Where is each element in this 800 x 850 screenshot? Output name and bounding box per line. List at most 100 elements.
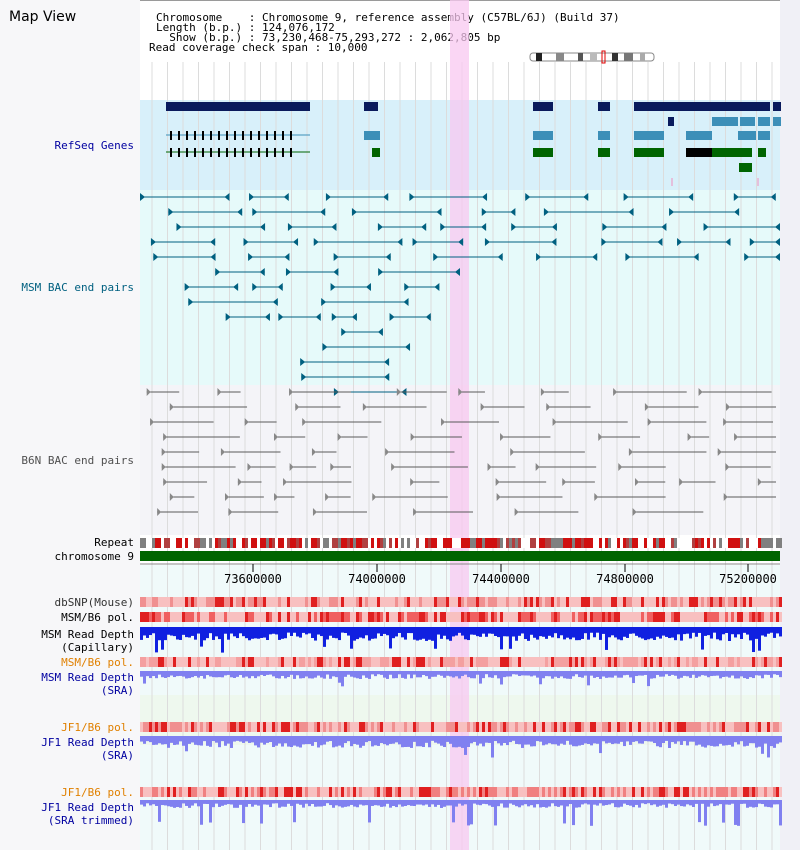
msm-pol-strip [296,657,299,667]
msm-pol-strip [392,612,395,622]
msm-pol-strip [647,657,650,667]
msm-pol-strip [458,612,461,622]
msm-pol-strip [620,657,623,667]
repeat-segment [425,538,428,548]
jf1-pol-strip [209,722,212,732]
msm-depth-cap-bar [671,627,674,638]
jf1-depth-bar [500,736,503,746]
dbsnp-strip [437,597,440,607]
repeat-segment [692,538,695,548]
track-label-b6n-bac[interactable]: B6N BAC end pairs [21,454,134,467]
msm-pol-strip [611,657,614,667]
msm-depth-cap-bar [269,627,272,635]
repeat-segment [281,538,284,548]
msm-pol-strip [527,657,530,667]
jf1-pol-strip [755,722,758,732]
jf1-depth-bar [218,736,221,748]
jf1-depth-bar [749,736,752,744]
msm-depth-cap-bar [686,627,689,634]
jf1-depth-bar [206,736,209,746]
b6n-bac-end [295,403,300,411]
msm-depth-sra-bar [458,671,461,679]
repeat-segment [290,538,293,548]
msm-pol-strip [431,612,434,622]
msm-bac-end [277,283,283,291]
msm-depth-sra-bar [380,671,383,675]
jf1-depth-bar [515,736,518,744]
msm-depth-cap-bar [764,627,767,637]
msm-pol-strip [506,657,509,667]
repeat-segment [686,538,689,548]
repeat-segment [299,538,302,548]
jf1-depth-bar [509,736,512,743]
msm-bac-end [333,268,339,276]
dbsnp-strip [173,597,176,607]
jf1-depth-bar [212,736,215,742]
jf1-depth-bar [578,736,581,746]
dbsnp-strip [308,597,311,607]
msm-pol-strip [584,612,587,622]
msm-depth-sra-bar [551,671,554,679]
jf1-depth-bar [581,736,584,745]
msm-pol-strip [230,612,233,622]
dbsnp-strip [767,597,770,607]
msm-bac-end [140,193,146,201]
jf1-depth-trim-bar [524,800,527,805]
msm-bac-end [592,253,598,261]
msm-pol-strip [245,612,248,622]
msm-pol-strip [449,612,452,622]
lower-label-msm-depth-cap: MSM Read Depth [41,628,134,641]
msm-depth-sra-bar [338,671,341,683]
jf1-depth-bar [707,736,710,746]
msm-depth-sra-bar [533,671,536,676]
jf1-depth-bar [200,736,203,746]
msm-depth-sra-bar [758,671,761,676]
msm-pol-strip [674,612,677,622]
repeat-segment [722,538,725,548]
msm-depth-sra-bar [674,671,677,676]
jf1-depth-bar [398,736,401,745]
msm-depth-cap-bar [524,627,527,640]
jf1-pol-strip [581,722,584,732]
jf1-depth-trim-bar [326,800,329,804]
msm-depth-cap-bar [401,627,404,638]
dbsnp-strip [149,597,152,607]
gene-feature [598,131,610,140]
track-label-msm-bac[interactable]: MSM BAC end pairs [21,281,134,294]
jf1-depth-trim-bar [659,800,662,806]
jf1-pol-strip [668,787,671,797]
msm-pol-strip [281,612,284,622]
jf1-pol-strip [767,787,770,797]
track-label-column [0,0,140,850]
msm-pol-strip [422,657,425,667]
jf1-depth-trim-bar [554,800,557,807]
jf1-depth-trim-bar [773,800,776,805]
dbsnp-strip [665,597,668,607]
gene-feature [166,102,310,111]
jf1-pol-strip [329,787,332,797]
jf1-depth-bar [296,736,299,747]
jf1-depth-bar [731,736,734,747]
msm-depth-sra-bar [470,671,473,679]
jf1-depth-trim-bar [641,800,644,804]
jf1-pol-strip [230,722,233,732]
msm-pol-strip [599,612,602,622]
jf1-depth-trim-bar [293,800,296,823]
track-label-refseq[interactable]: RefSeq Genes [54,139,134,152]
msm-depth-cap-bar [530,627,533,635]
msm-pol-strip [746,657,749,667]
b6n-bac-end [635,478,640,486]
jf1-depth-bar [455,736,458,748]
jf1-depth-trim-bar [149,800,152,806]
dbsnp-strip [143,597,146,607]
msm-depth-cap-bar [590,627,593,633]
jf1-depth-bar [503,736,506,743]
jf1-pol-strip [299,787,302,797]
page-title: Map View [9,9,77,25]
msm-depth-sra-bar [569,671,572,679]
msm-depth-sra-bar [563,671,566,679]
msm-depth-cap-bar [581,627,584,639]
msm-pol-strip [419,612,422,622]
jf1-pol-strip [398,787,401,797]
